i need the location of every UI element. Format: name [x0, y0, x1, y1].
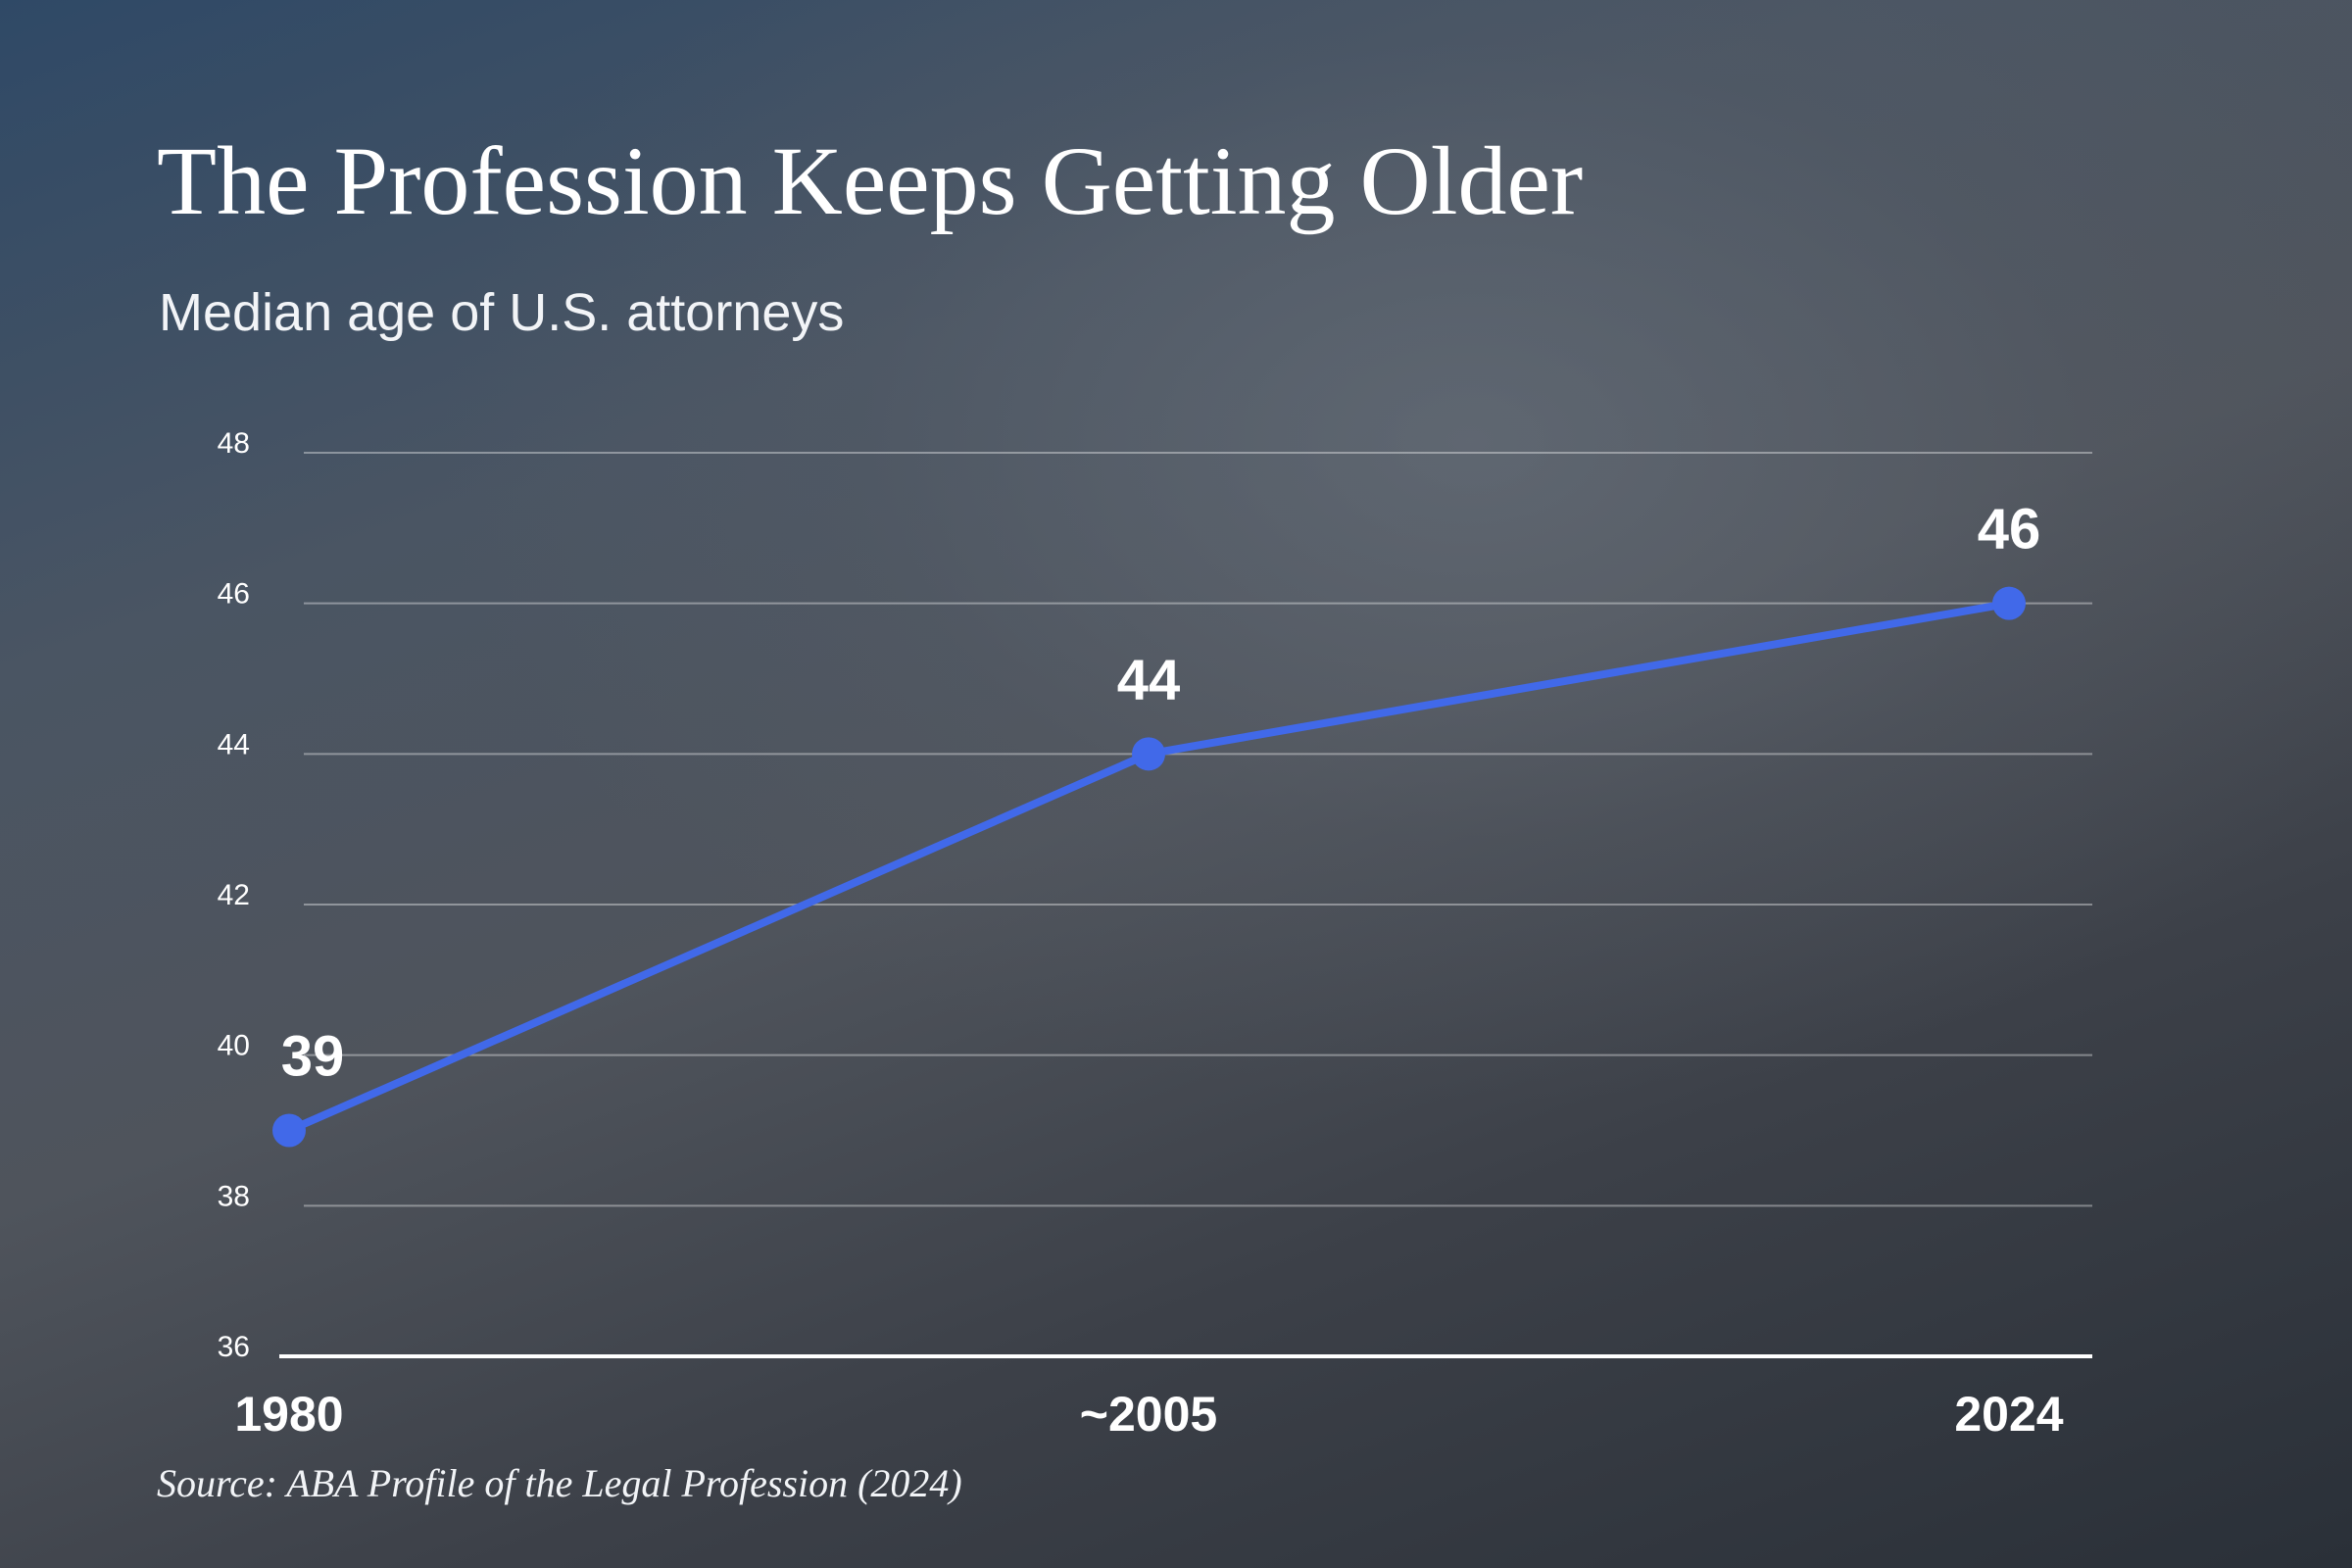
- data-point-2005: [1132, 737, 1165, 771]
- y-tick-label-38: 38: [218, 1180, 250, 1212]
- data-point-2024: [1992, 586, 2026, 620]
- x-tick-label-1980: 1980: [234, 1387, 343, 1442]
- chart-subtitle: Median age of U.S. attorneys: [159, 283, 845, 342]
- x-tick-label-2024: 2024: [1954, 1387, 2063, 1442]
- y-tick-label-36: 36: [218, 1331, 250, 1363]
- data-label-2024: 46: [1978, 498, 2041, 562]
- axes: 36 38 40 42 44 46 48 1980 ~2005 2024: [218, 427, 2092, 1442]
- y-tick-label-40: 40: [218, 1030, 250, 1062]
- data-labels: 39 44 46: [281, 498, 2041, 1089]
- x-tick-label-2005: ~2005: [1080, 1387, 1217, 1442]
- data-point-1980: [272, 1113, 306, 1148]
- data-label-2005: 44: [1117, 648, 1181, 711]
- data-series: [272, 586, 2026, 1148]
- y-tick-label-44: 44: [218, 728, 250, 760]
- source-note: Source: ABA Profile of the Legal Profess…: [157, 1461, 962, 1505]
- data-label-1980: 39: [281, 1025, 345, 1089]
- y-tick-label-48: 48: [218, 427, 250, 460]
- chart-title: The Profession Keeps Getting Older: [157, 126, 1584, 235]
- y-tick-label-46: 46: [218, 578, 250, 611]
- gridlines: [304, 452, 2092, 1207]
- y-tick-label-42: 42: [218, 879, 250, 911]
